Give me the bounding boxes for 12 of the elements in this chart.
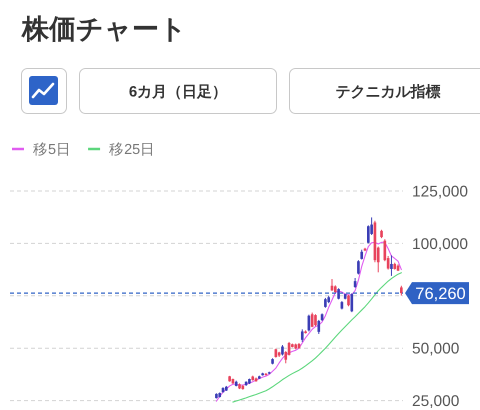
button-label: テクニカル指標 [336, 84, 440, 100]
legend-item: 移5日 [12, 142, 72, 158]
y-tick-label: 25,000 [412, 393, 460, 410]
y-tick-label: 125,000 [412, 184, 468, 200]
y-tick-label: 100,000 [412, 236, 468, 253]
title: 株価チャート [22, 14, 187, 44]
button-label: 6カ月（日足） [128, 84, 228, 100]
legend-label: 移5日 [33, 141, 72, 158]
price-label: 76,260 [415, 285, 466, 304]
y-tick-label: 50,000 [412, 340, 460, 358]
legend-item: 移25日 [88, 142, 156, 158]
legend-label: 移25日 [109, 141, 156, 158]
